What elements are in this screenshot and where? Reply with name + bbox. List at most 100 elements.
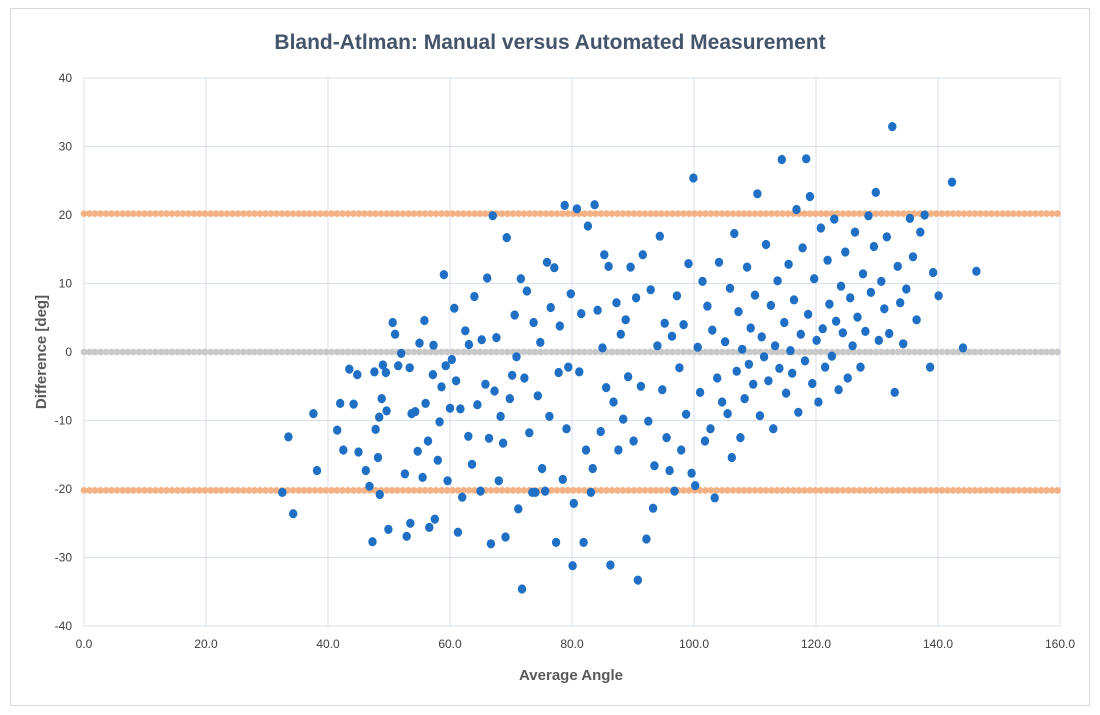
data-point [560, 200, 569, 210]
lower-limit-marker [680, 486, 687, 494]
mean-marker [944, 348, 951, 356]
data-point [450, 303, 459, 313]
data-point [827, 351, 837, 361]
lower-limit-marker [454, 486, 462, 494]
upper-limit-marker [174, 210, 181, 218]
upper-limit-marker [300, 210, 308, 218]
chart-title: Bland-Atlman: Manual versus Automated Me… [274, 31, 825, 54]
upper-limit-marker [427, 210, 434, 218]
data-point [588, 463, 597, 474]
lower-limit-marker [119, 486, 126, 494]
chart-frame [10, 8, 1090, 706]
data-point [798, 243, 807, 253]
lower-limit-marker [702, 486, 709, 494]
upper-limit-marker [663, 210, 671, 218]
data-point [429, 340, 438, 350]
x-axis-title: Average Angle [519, 667, 623, 684]
data-point [742, 262, 752, 272]
mean-marker [1026, 348, 1034, 356]
data-point [655, 231, 664, 241]
lower-limit-marker [955, 486, 962, 494]
data-point [846, 293, 855, 303]
data-point [537, 463, 547, 474]
mean-marker [861, 348, 869, 356]
lower-limit-marker [861, 486, 869, 494]
lower-limit-marker [570, 486, 577, 494]
data-point [619, 414, 628, 424]
upper-limit-marker [498, 210, 506, 218]
mean-marker [520, 348, 528, 356]
data-point [593, 305, 602, 315]
lower-limit-marker [509, 486, 517, 494]
data-point [309, 409, 318, 419]
mean-marker [328, 348, 335, 356]
upper-limit-marker [1032, 210, 1039, 218]
mean-marker [971, 348, 979, 356]
upper-limit-marker [218, 210, 225, 218]
upper-limit-marker [592, 210, 599, 218]
upper-limit-marker [212, 210, 220, 218]
lower-limit-marker [339, 486, 346, 494]
data-point [545, 411, 554, 421]
lower-limit-marker [1015, 486, 1023, 494]
lower-limit-marker [839, 486, 847, 494]
upper-limit-marker [454, 210, 462, 218]
mean-marker [405, 348, 412, 356]
data-point [428, 370, 438, 380]
data-point [805, 191, 815, 202]
data-point [925, 362, 935, 372]
upper-limit-marker [509, 210, 517, 218]
lower-limit-marker [355, 486, 363, 494]
mean-marker [196, 348, 203, 356]
upper-limit-marker [443, 210, 451, 218]
lower-limit-marker [751, 486, 759, 494]
lower-limit-marker [647, 486, 654, 494]
data-point [447, 354, 456, 365]
lower-limit-marker [174, 486, 181, 494]
upper-limit-marker [438, 210, 445, 218]
data-point [850, 227, 860, 237]
data-point [684, 259, 693, 269]
upper-limit-marker [586, 210, 594, 218]
upper-limit-marker [179, 210, 187, 218]
data-point [451, 376, 461, 386]
data-point [443, 476, 452, 486]
mean-marker [383, 348, 390, 356]
mean-marker [306, 348, 313, 356]
data-point [888, 122, 897, 132]
mean-line [80, 348, 1061, 356]
mean-marker [927, 348, 935, 356]
mean-marker [179, 348, 187, 356]
mean-marker [641, 348, 649, 356]
tick-labels: 0.0 20.0 40.0 60.0 80.0 100.0 120.0 140.0 160.0 4… [55, 71, 1076, 651]
data-point [646, 285, 655, 295]
data-point [551, 537, 561, 548]
data-point [388, 317, 397, 328]
lower-limit-marker [757, 486, 764, 494]
upper-limit-marker [339, 210, 346, 218]
mean-marker [526, 348, 533, 356]
upper-limit-marker [333, 210, 341, 218]
data-point [554, 367, 563, 378]
mean-marker [141, 348, 148, 356]
lower-limit-line [80, 486, 1061, 494]
data-point [536, 337, 545, 347]
mean-marker [817, 348, 825, 356]
mean-marker [614, 348, 621, 356]
upper-limit-marker [966, 210, 973, 218]
lower-limit-marker [421, 486, 429, 494]
mean-marker [993, 348, 1001, 356]
data-point [877, 276, 886, 286]
data-point [590, 200, 599, 210]
data-point [378, 360, 388, 370]
mean-marker [1054, 348, 1061, 356]
upper-limit-marker [322, 210, 330, 218]
upper-limit-marker [806, 210, 814, 218]
data-point [848, 341, 857, 351]
lower-limit-marker [894, 486, 902, 494]
data-point [750, 290, 760, 300]
upper-limit-marker [91, 210, 99, 218]
lower-limit-marker [872, 486, 880, 494]
lower-limit-marker [504, 486, 511, 494]
lower-limit-marker [608, 486, 616, 494]
